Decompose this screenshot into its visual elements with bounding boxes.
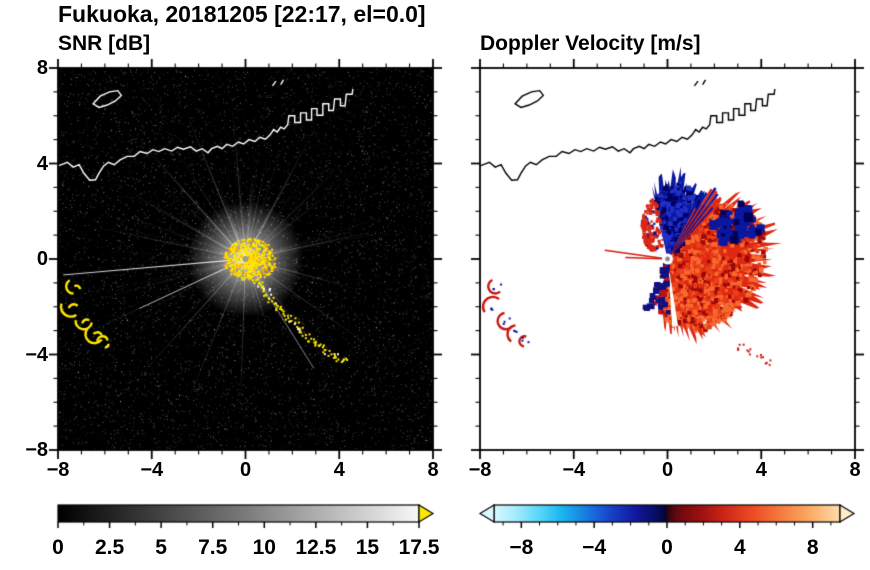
doppler-colorbar-tick-label: −4 bbox=[582, 536, 607, 559]
doppler-colorbar-tick-label: −8 bbox=[509, 536, 534, 559]
snr-x-tick-label: 8 bbox=[427, 459, 439, 481]
snr-y-tick-label: 0 bbox=[36, 248, 48, 270]
snr-colorbar-tick-label: 0 bbox=[52, 536, 64, 559]
snr-colorbar-tick-label: 17.5 bbox=[398, 536, 440, 559]
doppler-panel-title: Doppler Velocity [m/s] bbox=[480, 32, 701, 55]
doppler-x-tick-label: −8 bbox=[468, 459, 492, 481]
snr-colorbar-tick-label: 15 bbox=[355, 536, 380, 559]
snr-x-tick-label: 4 bbox=[333, 459, 345, 481]
doppler-x-tick-label: 4 bbox=[755, 459, 767, 481]
doppler-x-tick-label: 8 bbox=[849, 459, 861, 481]
snr-panel-title: SNR [dB] bbox=[58, 32, 151, 55]
snr-colorbar-tick-label: 7.5 bbox=[198, 536, 228, 559]
doppler-x-tick-label: −4 bbox=[562, 459, 586, 481]
doppler-colorbar-tick-label: 0 bbox=[661, 536, 673, 559]
snr-x-tick-label: 0 bbox=[239, 459, 252, 481]
doppler-x-tick-label: 0 bbox=[661, 459, 674, 481]
snr-x-tick-label: −8 bbox=[46, 459, 70, 481]
snr-y-tick-label: −4 bbox=[25, 343, 48, 366]
snr-colorbar-tick-label: 5 bbox=[155, 536, 167, 559]
snr-y-tick-label: 4 bbox=[36, 152, 48, 175]
snr-colorbar-tick-label: 10 bbox=[252, 536, 276, 559]
figure-title: Fukuoka, 20181205 [22:17, el=0.0] bbox=[58, 1, 426, 27]
snr-x-tick-label: −4 bbox=[140, 459, 164, 481]
doppler-colorbar-tick-label: 4 bbox=[733, 536, 746, 559]
snr-colorbar-tick-label: 12.5 bbox=[295, 536, 337, 559]
doppler-colorbar-tick-label: 8 bbox=[806, 536, 819, 559]
snr-y-tick-label: −8 bbox=[25, 439, 48, 461]
snr-colorbar-tick-label: 2.5 bbox=[94, 536, 125, 559]
snr-y-tick-label: 8 bbox=[36, 57, 48, 79]
